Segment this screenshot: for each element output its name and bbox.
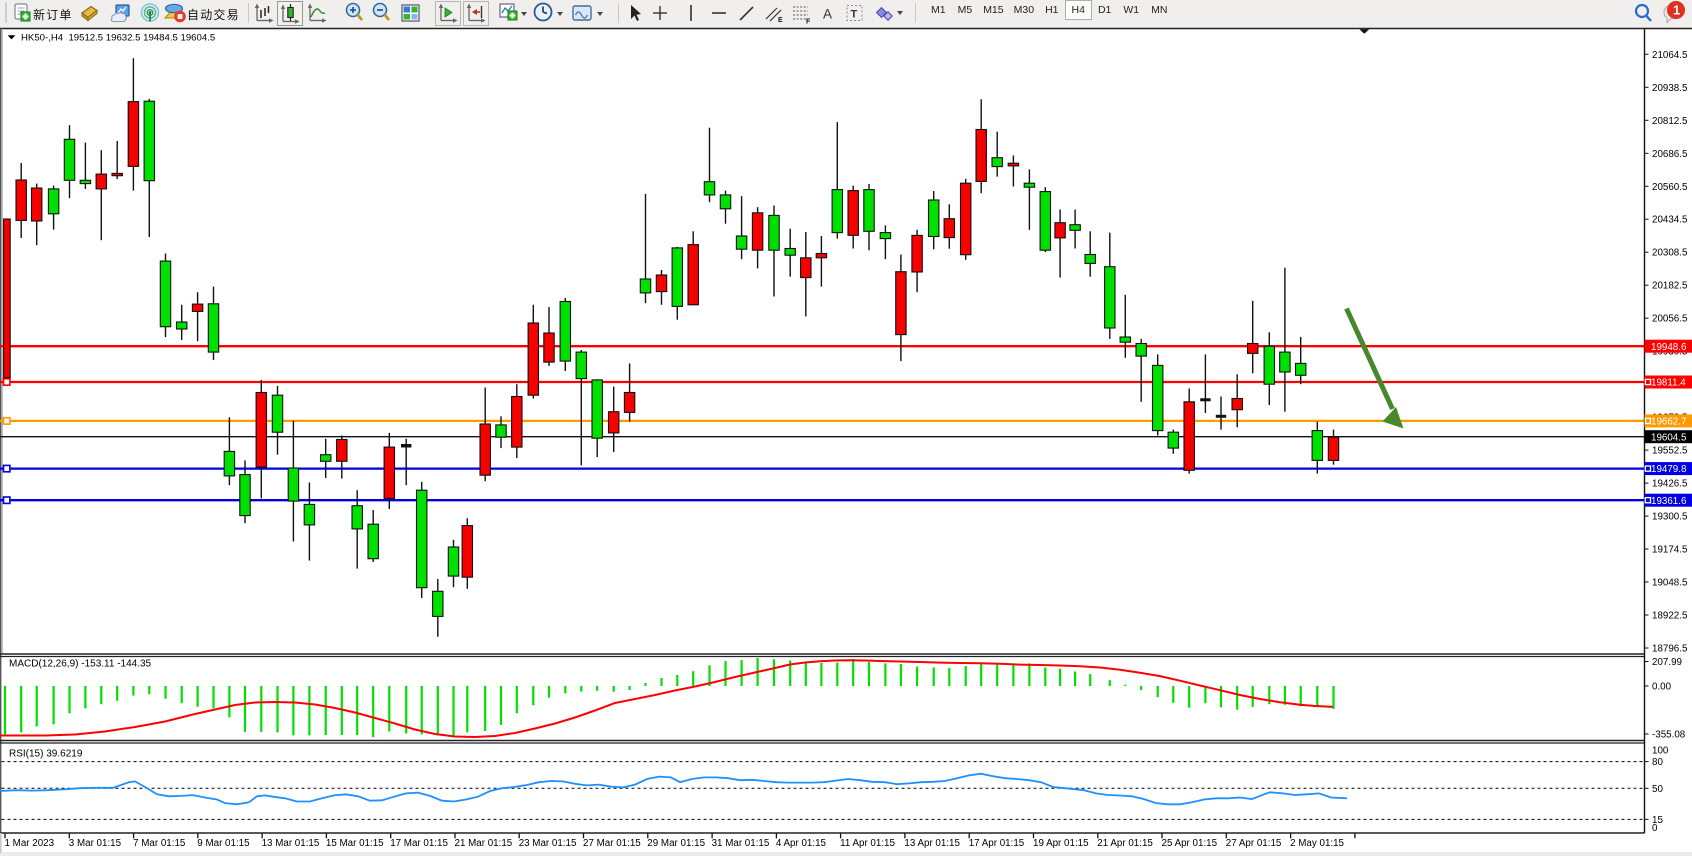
svg-text:19552.5: 19552.5 bbox=[1652, 446, 1688, 457]
svg-text:19662.7: 19662.7 bbox=[1651, 417, 1686, 428]
svg-text:31 Mar 01:15: 31 Mar 01:15 bbox=[712, 838, 770, 849]
svg-text:19361.6: 19361.6 bbox=[1651, 496, 1687, 507]
svg-text:17 Apr 01:15: 17 Apr 01:15 bbox=[969, 838, 1025, 849]
svg-text:20812.5: 20812.5 bbox=[1652, 116, 1688, 127]
svg-text:20182.5: 20182.5 bbox=[1652, 281, 1688, 292]
svg-text:29 Mar 01:15: 29 Mar 01:15 bbox=[647, 838, 705, 849]
svg-text:50: 50 bbox=[1652, 784, 1663, 795]
svg-text:20938.5: 20938.5 bbox=[1652, 83, 1688, 94]
svg-text:15 Mar 01:15: 15 Mar 01:15 bbox=[326, 838, 384, 849]
svg-text:E: E bbox=[778, 17, 783, 24]
svg-text:4 Apr 01:15: 4 Apr 01:15 bbox=[776, 838, 827, 849]
svg-text:20308.5: 20308.5 bbox=[1652, 248, 1688, 259]
svg-text:HK50-,H4 19512.5 19632.5 1948: HK50-,H4 19512.5 19632.5 19484.5 19604.5 bbox=[21, 32, 215, 43]
svg-text:18922.5: 18922.5 bbox=[1652, 611, 1688, 622]
svg-text:21 Mar 01:15: 21 Mar 01:15 bbox=[455, 838, 513, 849]
svg-text:2 May 01:15: 2 May 01:15 bbox=[1290, 838, 1344, 849]
svg-text:23 Mar 01:15: 23 Mar 01:15 bbox=[519, 838, 577, 849]
svg-text:25 Apr 01:15: 25 Apr 01:15 bbox=[1162, 838, 1218, 849]
svg-text:21064.5: 21064.5 bbox=[1652, 50, 1688, 61]
svg-text:19 Apr 01:15: 19 Apr 01:15 bbox=[1033, 838, 1089, 849]
svg-text:1 Mar 2023: 1 Mar 2023 bbox=[5, 838, 55, 849]
svg-text:1: 1 bbox=[1673, 3, 1680, 18]
svg-text:RSI(15) 39.6219: RSI(15) 39.6219 bbox=[9, 749, 83, 760]
svg-text:0: 0 bbox=[1652, 823, 1658, 834]
svg-text:20686.5: 20686.5 bbox=[1652, 149, 1688, 160]
svg-text:19048.5: 19048.5 bbox=[1652, 578, 1688, 589]
svg-text:7 Mar 01:15: 7 Mar 01:15 bbox=[133, 838, 186, 849]
svg-text:20056.5: 20056.5 bbox=[1652, 314, 1688, 325]
svg-text:80: 80 bbox=[1652, 757, 1663, 768]
svg-text:13 Mar 01:15: 13 Mar 01:15 bbox=[262, 838, 320, 849]
svg-text:19811.4: 19811.4 bbox=[1651, 378, 1686, 389]
svg-text:15: 15 bbox=[1652, 815, 1663, 826]
svg-text:A: A bbox=[823, 7, 832, 22]
svg-text:T: T bbox=[851, 9, 858, 21]
svg-text:9 Mar 01:15: 9 Mar 01:15 bbox=[197, 838, 250, 849]
svg-text:27 Apr 01:15: 27 Apr 01:15 bbox=[1226, 838, 1282, 849]
svg-text:13 Apr 01:15: 13 Apr 01:15 bbox=[904, 838, 960, 849]
svg-text:F: F bbox=[806, 19, 811, 26]
svg-text:17 Mar 01:15: 17 Mar 01:15 bbox=[390, 838, 448, 849]
svg-text:27 Mar 01:15: 27 Mar 01:15 bbox=[583, 838, 641, 849]
svg-text:19426.5: 19426.5 bbox=[1652, 479, 1688, 490]
svg-text:18796.5: 18796.5 bbox=[1652, 644, 1688, 655]
svg-text:MACD(12,26,9) -153.11 -144.35: MACD(12,26,9) -153.11 -144.35 bbox=[9, 659, 152, 670]
svg-text:11 Apr 01:15: 11 Apr 01:15 bbox=[840, 838, 895, 849]
svg-text:19300.5: 19300.5 bbox=[1652, 512, 1688, 523]
svg-text:19948.6: 19948.6 bbox=[1651, 342, 1687, 353]
svg-text:100: 100 bbox=[1652, 745, 1669, 756]
svg-text:0.00: 0.00 bbox=[1652, 682, 1672, 693]
svg-text:20434.5: 20434.5 bbox=[1652, 215, 1688, 226]
svg-text:3 Mar 01:15: 3 Mar 01:15 bbox=[69, 838, 122, 849]
svg-text:19479.8: 19479.8 bbox=[1651, 464, 1687, 475]
svg-text:19604.5: 19604.5 bbox=[1651, 432, 1687, 443]
svg-text:19174.5: 19174.5 bbox=[1652, 545, 1688, 556]
svg-text:20560.5: 20560.5 bbox=[1652, 182, 1688, 193]
svg-text:-355.08: -355.08 bbox=[1652, 730, 1686, 741]
svg-text:207.99: 207.99 bbox=[1652, 657, 1682, 668]
svg-text:21 Apr 01:15: 21 Apr 01:15 bbox=[1097, 838, 1153, 849]
